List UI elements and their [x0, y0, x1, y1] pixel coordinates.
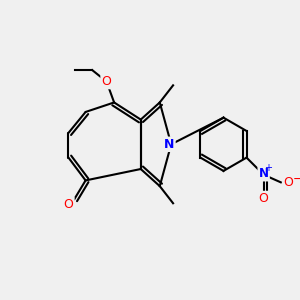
Text: N: N: [164, 138, 175, 151]
Text: O: O: [259, 192, 269, 205]
Text: O: O: [64, 198, 74, 211]
Text: +: +: [264, 163, 272, 173]
Text: −: −: [292, 173, 300, 186]
Text: O: O: [284, 176, 293, 189]
Text: N: N: [259, 167, 269, 180]
Text: O: O: [102, 75, 111, 88]
